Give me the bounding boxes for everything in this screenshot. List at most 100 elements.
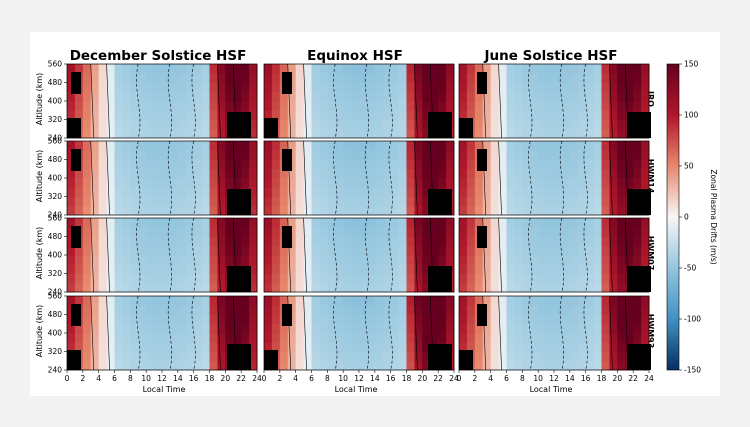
heat-cell: [90, 101, 100, 111]
heat-cell: [311, 314, 320, 325]
heat-cell: [382, 64, 392, 74]
heat-cell: [90, 282, 100, 293]
heat-cell: [474, 273, 484, 284]
panel-hwm93-col2: [263, 295, 455, 371]
heat-cell: [577, 73, 587, 83]
panel-border: [458, 217, 650, 293]
heat-cell: [114, 218, 123, 228]
heat-cell: [538, 245, 547, 256]
heat-cell: [538, 282, 547, 293]
heat-cell: [279, 273, 289, 284]
heat-cell: [601, 205, 610, 216]
heat-cell: [398, 218, 407, 228]
heat-cell: [162, 296, 171, 306]
contour-positive: [232, 295, 237, 371]
contour-negative: [559, 63, 564, 139]
heat-cell: [538, 73, 547, 83]
heat-cell: [382, 159, 392, 170]
heat-cell: [546, 150, 555, 160]
heat-cell: [303, 91, 312, 102]
heat-cell: [162, 282, 171, 293]
heat-cell: [438, 141, 447, 151]
heat-cell: [217, 91, 226, 102]
heat-cell: [74, 101, 84, 111]
heat-cell: [414, 227, 423, 237]
heat-cell: [530, 351, 539, 362]
heat-cell: [482, 196, 492, 207]
heat-cell: [193, 255, 202, 265]
heat-cell: [279, 141, 289, 151]
heat-cell: [106, 119, 115, 130]
panel-border: [458, 140, 650, 216]
heat-cell: [538, 168, 547, 179]
heat-cell: [279, 178, 289, 188]
heat-cell: [514, 245, 523, 256]
heat-cell: [593, 296, 602, 306]
axes-ticks: 2403204004805602403204004805602403204004…: [48, 60, 654, 384]
heat-cell: [162, 273, 171, 284]
heat-cell: [74, 187, 84, 197]
heat-cell: [430, 305, 439, 315]
heat-cell: [335, 218, 344, 228]
heat-cell: [90, 73, 100, 83]
heat-cell: [177, 110, 187, 120]
heat-cell: [625, 333, 634, 343]
heat-cell: [569, 296, 579, 306]
heat-cell: [106, 227, 115, 237]
heat-cell: [490, 264, 499, 274]
heat-cell: [561, 342, 571, 352]
heat-cell: [601, 227, 610, 237]
no-data-region: [282, 149, 292, 171]
heat-cell: [530, 333, 539, 343]
heat-cell: [459, 168, 468, 179]
heat-cell: [414, 323, 423, 334]
heat-cell: [538, 187, 547, 197]
heat-cell: [609, 101, 618, 111]
heat-cell: [585, 314, 594, 325]
heat-cell: [130, 273, 139, 284]
heat-cell: [474, 360, 484, 371]
heat-cell: [422, 273, 431, 284]
heat-cell: [327, 82, 336, 93]
heat-cell: [327, 323, 336, 334]
heat-cell: [193, 264, 202, 274]
heat-cell: [217, 323, 226, 334]
heat-cell: [366, 273, 376, 284]
y-tick-label: 240: [48, 211, 63, 220]
heat-cell: [538, 227, 547, 237]
heat-cell: [577, 168, 587, 179]
heat-cell: [514, 323, 523, 334]
heat-cell: [422, 282, 431, 293]
contour-positive: [287, 140, 292, 216]
heat-cell: [249, 296, 258, 306]
heat-cell: [217, 333, 226, 343]
heat-cell: [482, 333, 492, 343]
heat-cell: [343, 196, 352, 207]
heat-cell: [382, 255, 392, 265]
heat-cell: [522, 264, 531, 274]
heat-cell: [287, 187, 297, 197]
contour-negative: [583, 295, 588, 371]
heat-cell: [169, 314, 179, 325]
heat-cell: [295, 101, 304, 111]
heat-cell: [414, 196, 423, 207]
heat-cell: [169, 333, 179, 343]
heat-cell: [138, 314, 147, 325]
heat-cell: [185, 119, 195, 130]
heat-cell: [398, 273, 407, 284]
heat-cell: [319, 101, 328, 111]
heat-cell: [438, 255, 447, 265]
heat-cell: [185, 196, 195, 207]
heat-cell: [482, 296, 492, 306]
heat-cell: [225, 227, 234, 237]
heat-cell: [446, 333, 455, 343]
heat-cell: [249, 333, 258, 343]
heat-cell: [106, 64, 115, 74]
heat-cell: [561, 159, 571, 170]
heat-cell: [98, 82, 107, 93]
no-data-region: [71, 72, 81, 94]
contour-negative: [191, 295, 196, 371]
heat-cell: [593, 64, 602, 74]
heat-cell: [382, 141, 392, 151]
heat-cell: [130, 342, 139, 352]
